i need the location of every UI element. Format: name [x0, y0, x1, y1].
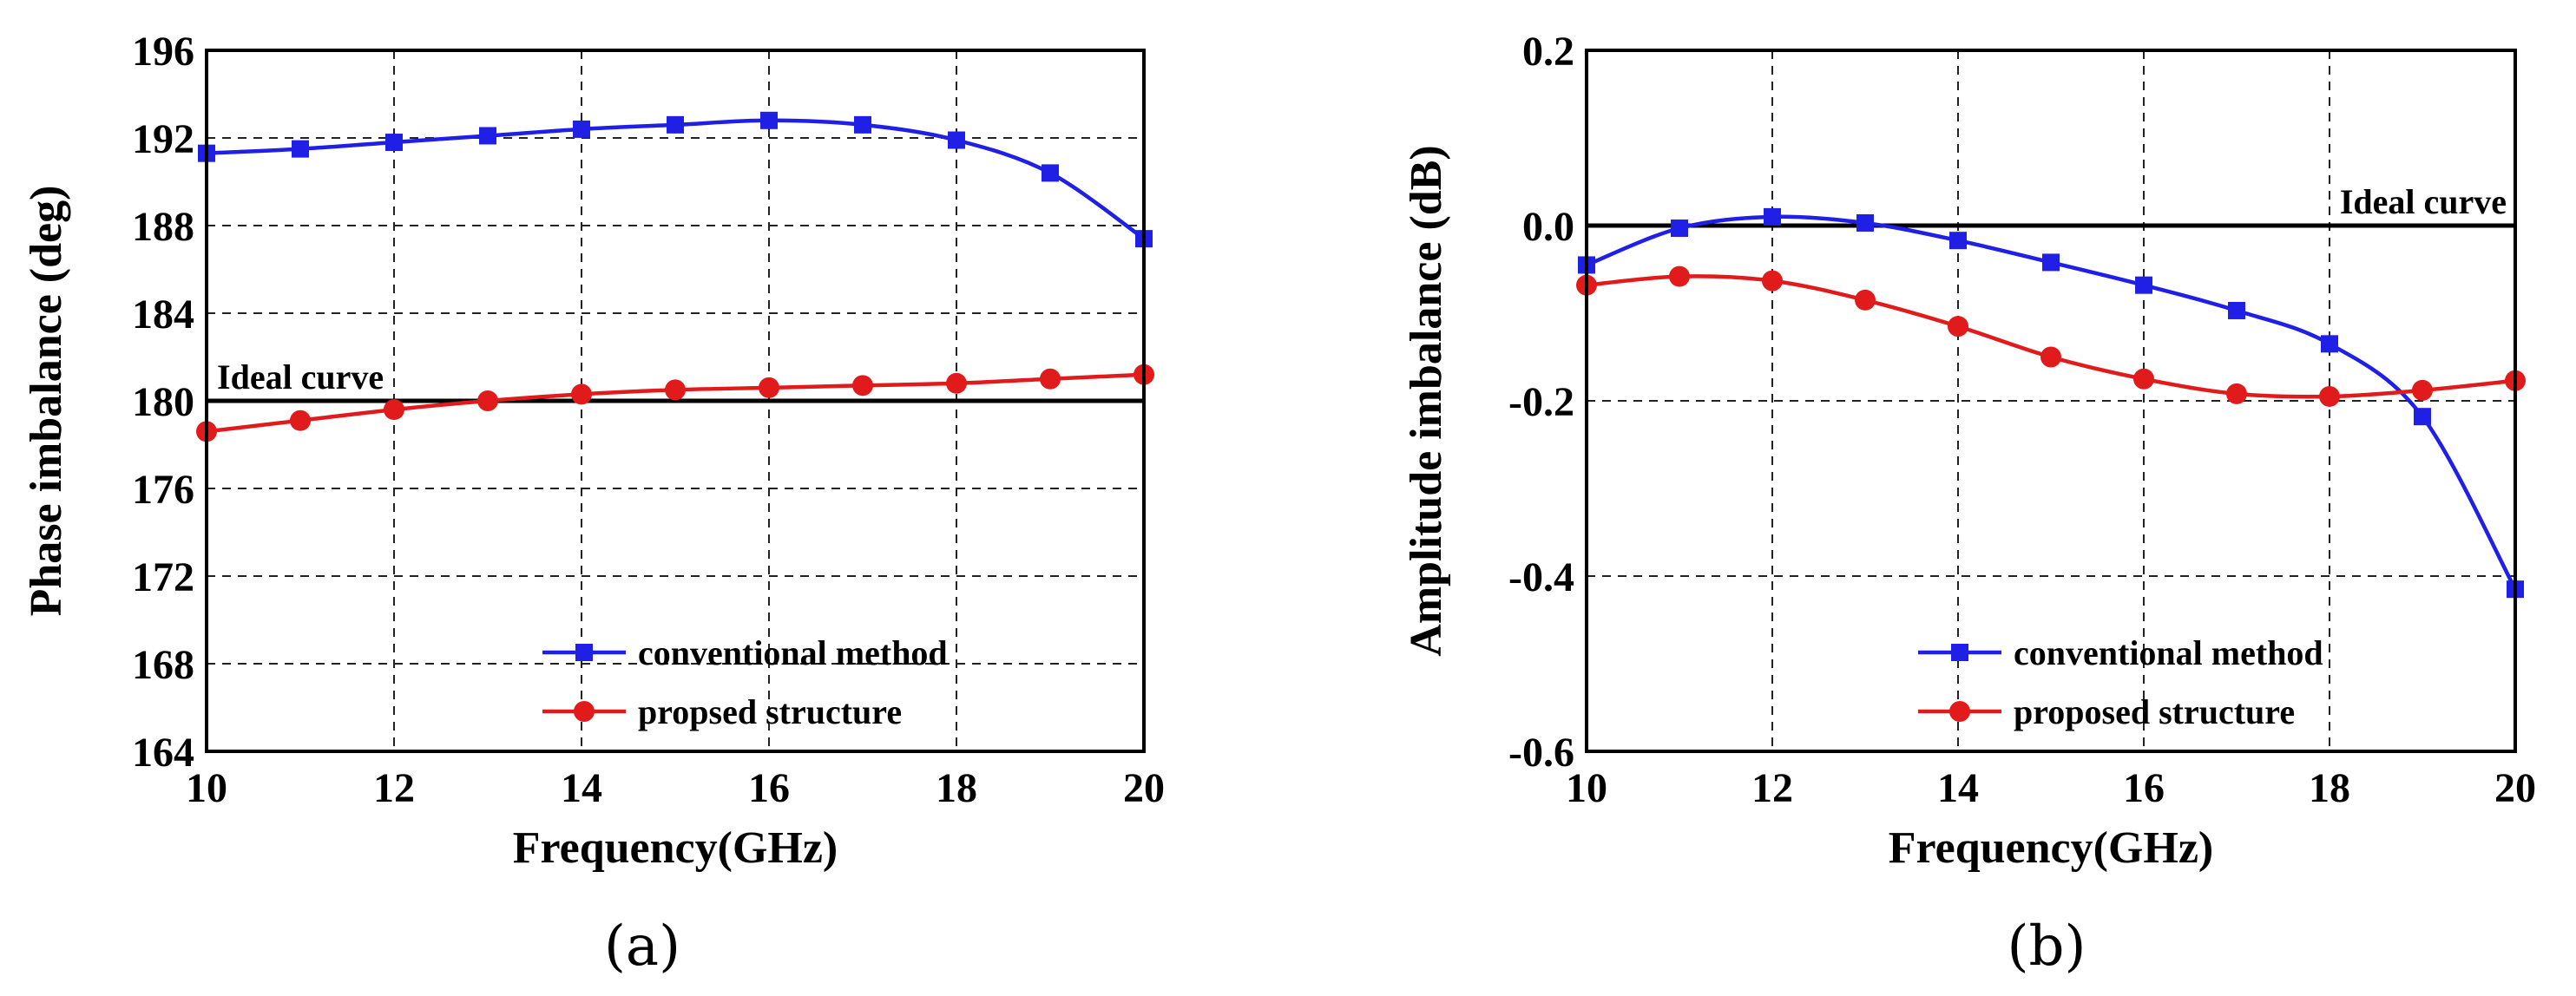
grid — [207, 50, 1144, 751]
x-tick-label: 20 — [1123, 765, 1165, 811]
data-point — [1764, 207, 1781, 226]
data-point — [1669, 265, 1690, 287]
series-line — [1586, 214, 2517, 591]
data-point — [384, 399, 404, 421]
data-point — [2228, 301, 2245, 319]
y-tick-label: 164 — [132, 730, 194, 776]
x-tick-label: 12 — [373, 765, 415, 811]
series-conventional-method — [198, 111, 1153, 248]
figure-caption: (a) — [604, 914, 680, 979]
data-point — [760, 111, 778, 129]
x-tick-label: 14 — [561, 765, 602, 811]
y-tick-label: 192 — [132, 116, 194, 162]
x-tick-label: 12 — [1751, 765, 1793, 811]
data-point — [2412, 379, 2433, 401]
ideal-curve-label: Ideal curve — [2340, 182, 2507, 221]
legend-marker — [1951, 644, 1968, 661]
data-point — [2040, 346, 2061, 368]
y-axis-title: Phase imbalance (deg) — [22, 186, 71, 617]
data-point — [852, 375, 873, 396]
x-tick-label: 20 — [2494, 765, 2536, 811]
y-tick-label: 0.2 — [1522, 29, 1574, 75]
ideal-curve-label: Ideal curve — [217, 357, 384, 396]
y-tick-label: 172 — [132, 554, 194, 600]
data-point — [292, 140, 309, 158]
x-tick-label: 16 — [2123, 765, 2165, 811]
data-point — [290, 410, 311, 431]
data-point — [948, 131, 965, 149]
x-axis-title: Frequency(GHz) — [1889, 823, 2214, 873]
y-tick-label: -0.4 — [1508, 554, 1574, 600]
data-point — [2042, 253, 2060, 272]
chart-a: Ideal curve 10 12 14 16 18 20 164 168 172 176 180 18… — [22, 29, 1165, 979]
data-point — [667, 115, 684, 134]
data-point — [665, 379, 686, 401]
data-point — [385, 134, 403, 152]
y-tick-label: 176 — [132, 467, 194, 513]
data-point — [2226, 383, 2247, 404]
data-point — [573, 120, 590, 138]
legend-marker — [574, 701, 595, 722]
data-point — [2319, 385, 2340, 407]
legend-label: proposed structure — [2014, 692, 2295, 731]
data-point — [479, 127, 496, 145]
data-point — [2135, 276, 2152, 294]
x-tick-label: 18 — [936, 765, 977, 811]
data-point — [2414, 408, 2431, 426]
data-point — [1855, 289, 1876, 311]
series-conventional-method — [1578, 207, 2524, 599]
x-tick-label: 14 — [1937, 765, 1979, 811]
data-point — [1042, 164, 1059, 182]
legend-label: propsed structure — [638, 692, 902, 731]
data-point — [1949, 232, 1967, 250]
y-tick-label: 180 — [132, 379, 194, 425]
x-tick-label: 18 — [2309, 765, 2350, 811]
series-proposed-structure — [1576, 265, 2526, 407]
data-point — [571, 383, 592, 405]
series-line — [1586, 274, 2516, 399]
data-point — [1671, 220, 1688, 238]
data-point — [854, 115, 871, 134]
legend: conventional method propsed structure — [542, 633, 948, 731]
data-point — [477, 390, 498, 411]
y-tick-label: -0.6 — [1508, 730, 1574, 776]
plot-frame — [1585, 49, 2517, 753]
y-tick-label: 0.0 — [1522, 204, 1574, 250]
x-tick-label: 10 — [1566, 765, 1607, 811]
chart-b: Ideal curve 10 12 14 16 18 20 -0.6 -0.4 -0.2 0.0 0.… — [1402, 29, 2536, 979]
data-point — [1040, 368, 1061, 390]
x-tick-label: 10 — [186, 765, 227, 811]
legend-label: conventional method — [2014, 633, 2323, 672]
y-tick-label: 196 — [132, 29, 194, 75]
y-tick-label: 184 — [132, 292, 194, 337]
y-tick-label: 168 — [132, 642, 194, 688]
y-tick-label: 188 — [132, 204, 194, 250]
y-tick-label: -0.2 — [1508, 379, 1574, 425]
data-point — [946, 372, 967, 394]
legend-marker — [575, 644, 593, 661]
x-tick-label: 16 — [748, 765, 790, 811]
data-point — [2133, 368, 2154, 390]
data-point — [1948, 316, 1968, 337]
data-point — [1762, 270, 1783, 292]
plot-frame — [205, 49, 1146, 753]
data-point — [2321, 335, 2338, 353]
legend: conventional method proposed structure — [1918, 633, 2323, 731]
legend-marker — [1949, 701, 1970, 722]
legend-label: conventional method — [638, 633, 948, 672]
figure-caption: (b) — [2008, 914, 2086, 979]
x-axis-title: Frequency(GHz) — [513, 823, 838, 873]
data-point — [1856, 213, 1874, 232]
data-point — [759, 377, 779, 398]
y-axis-title: Amplitude imbalance (dB) — [1402, 145, 1451, 656]
